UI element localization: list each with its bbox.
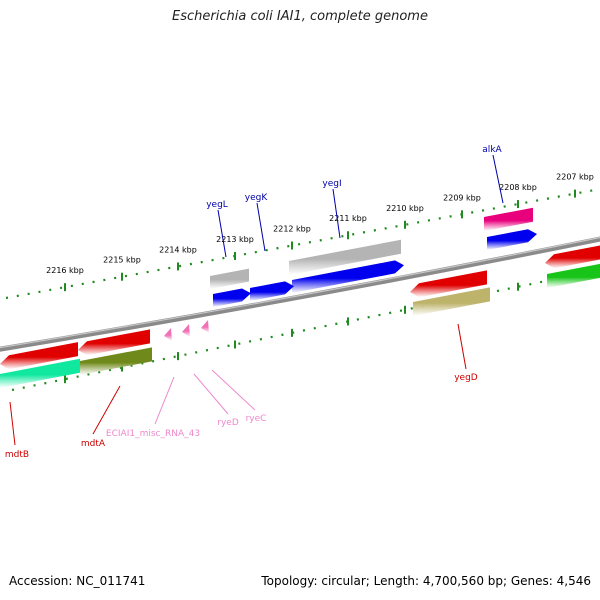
scale-label: 2214 kbp [159, 245, 197, 254]
gene-leader-yegI [332, 188, 341, 239]
gene-leader-ryeD [193, 373, 229, 415]
gene-mdtB-cds [0, 342, 78, 370]
scale-label: 2216 kbp [46, 266, 84, 275]
genome-backbone [0, 236, 600, 352]
gene-mdtA-cds [78, 329, 150, 356]
gene-leader-mdtA [92, 385, 121, 435]
scale-label: 2208 kbp [499, 183, 537, 192]
gene-mdtA-feature [80, 347, 152, 375]
scale-label: 2213 kbp [216, 235, 254, 244]
gene-label-ryeD: ryeD [217, 418, 239, 428]
map-title: Escherichia coli IAI1, complete genome [172, 9, 428, 24]
gene-leader-yegD [457, 323, 467, 370]
scale-label: 2211 kbp [329, 214, 367, 223]
gene-leader-yegK [256, 202, 266, 252]
gene-yegI-cds [292, 260, 404, 293]
gene-label-yegK: yegK [245, 193, 269, 203]
gene-yegD-feature [413, 287, 490, 316]
gene-leader-ryeC [211, 369, 256, 411]
gene-label-ECIAI1_misc_RNA_43: ECIAI1_misc_RNA_43 [106, 429, 200, 439]
topology-label: Topology: circular; Length: 4,700,560 bp… [261, 574, 591, 588]
gene-mdtC-cds [545, 245, 600, 269]
gene-label-ryeC: ryeC [246, 414, 267, 424]
scale-ring-inner [11, 268, 600, 392]
gene-label-alkA: alkA [482, 145, 502, 155]
gene-alkA-cds [487, 229, 537, 250]
scale-label: 2210 kbp [386, 204, 424, 213]
genome-backbone-highlight [0, 236, 600, 349]
gene-label-yegI: yegI [322, 179, 341, 189]
rna-ryeC [201, 320, 209, 333]
gene-mdtB-feature [0, 358, 80, 388]
gene-yegL-feature [210, 268, 249, 289]
gene-mdtC-feature [547, 263, 600, 288]
gene-label-yegD: yegD [454, 373, 478, 383]
scale-label: 2207 kbp [556, 173, 594, 182]
gene-yegL-cds [213, 288, 251, 307]
scale-label: 2215 kbp [103, 256, 141, 265]
scale-ring-outer [5, 187, 600, 300]
gene-leader-alkA [492, 154, 504, 204]
gene-leader-yegL [217, 209, 227, 258]
gene-label-mdtB: mdtB [5, 450, 29, 460]
gene-yegI-feature [289, 239, 401, 275]
gene-leader-mdtB [9, 401, 16, 446]
scale-label: 2212 kbp [273, 225, 311, 234]
gene-leader-ECIAI1_misc_RNA_43 [154, 376, 175, 425]
rna-ryeD [182, 324, 190, 337]
scale-label: 2209 kbp [443, 193, 481, 202]
rna-ECIAI1_misc_RNA_43 [164, 328, 172, 341]
accession-label: Accession: NC_011741 [9, 574, 146, 588]
gene-label-mdtA: mdtA [81, 439, 106, 449]
gene-label-yegL: yegL [206, 200, 228, 210]
gene-yegK-cds [250, 281, 294, 301]
gene-alkA-feature [484, 207, 533, 231]
gene-yegD-cds [410, 270, 487, 298]
